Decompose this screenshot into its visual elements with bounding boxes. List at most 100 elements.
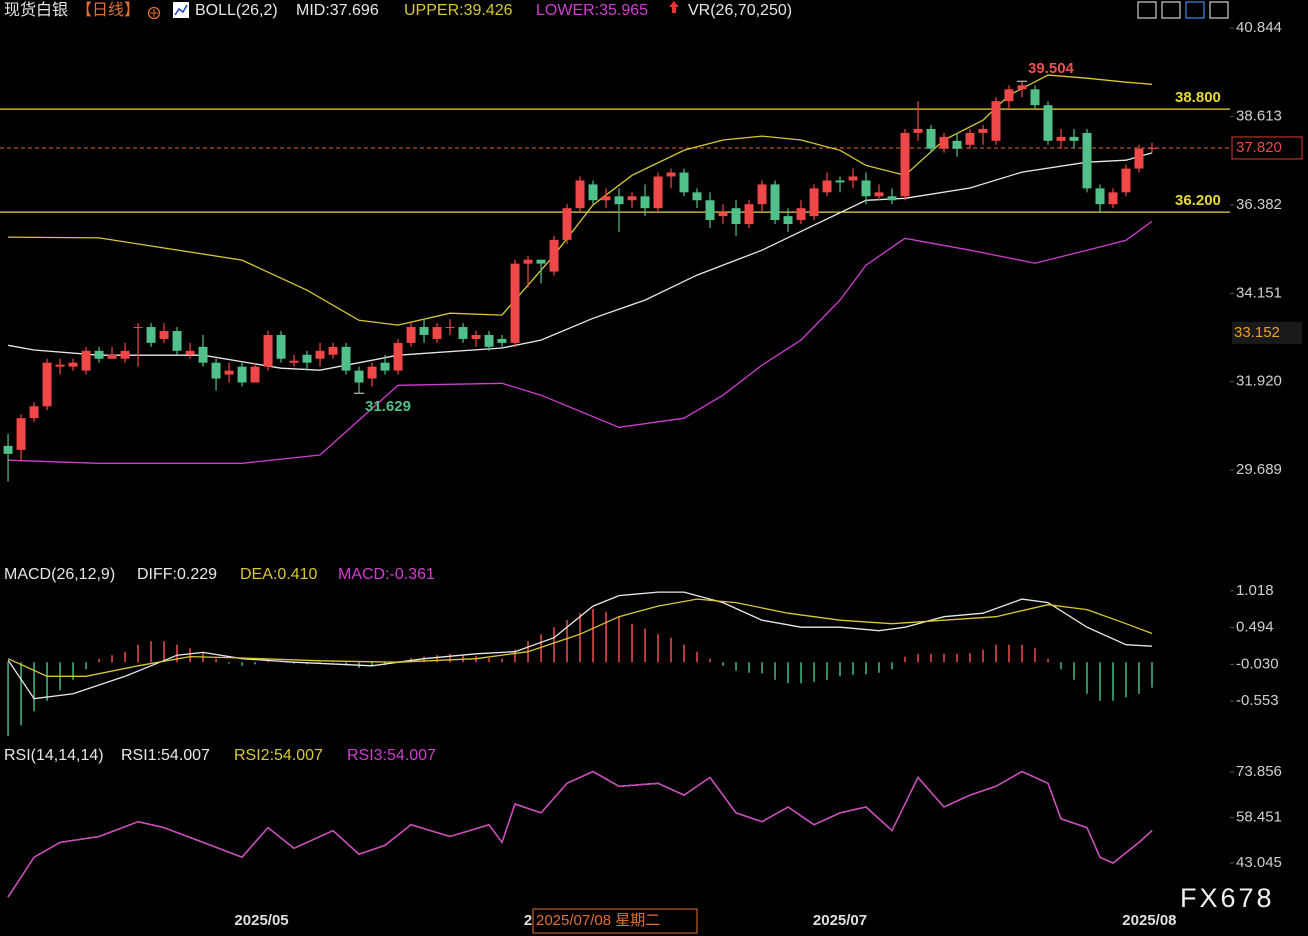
indicator-icon[interactable] bbox=[173, 2, 189, 18]
candle-body bbox=[601, 196, 611, 201]
candle-body bbox=[1147, 147, 1157, 149]
candle-body bbox=[81, 350, 91, 371]
candle-body bbox=[1056, 136, 1066, 141]
candle-body bbox=[653, 176, 663, 209]
candle-body bbox=[29, 406, 39, 419]
candle-body bbox=[783, 216, 793, 225]
candle-body bbox=[237, 366, 247, 383]
candle-body bbox=[302, 354, 312, 363]
indicator-line bbox=[7, 152, 1153, 371]
candle-body bbox=[159, 330, 169, 339]
candle-body bbox=[380, 362, 390, 371]
watermark: FX678 bbox=[1180, 883, 1275, 913]
candle-body bbox=[406, 327, 416, 343]
y-tick-label: 31.920 bbox=[1236, 373, 1282, 390]
candle-body bbox=[588, 184, 598, 201]
candle-body bbox=[1017, 85, 1027, 90]
up-arrow-icon bbox=[669, 1, 679, 13]
x-tick-label: 2025/05 bbox=[234, 912, 288, 929]
candle-body bbox=[133, 327, 143, 329]
y-tick-label: 73.856 bbox=[1236, 763, 1282, 780]
legend-entry: MACD:-0.361 bbox=[338, 566, 435, 583]
indicator-line bbox=[8, 220, 1153, 464]
candle-body bbox=[445, 327, 455, 329]
candle-body bbox=[900, 132, 910, 197]
y-tick-label: 40.844 bbox=[1236, 19, 1282, 36]
extreme-label: 39.504 bbox=[1028, 60, 1075, 77]
candle-body bbox=[991, 101, 1001, 141]
candle-body bbox=[276, 334, 286, 359]
candle-body bbox=[939, 136, 949, 149]
candle-body bbox=[1043, 105, 1053, 141]
legend-entry: MID:37.696 bbox=[296, 2, 379, 19]
y-tick-label: -0.553 bbox=[1236, 692, 1279, 709]
y-tick-label: 43.045 bbox=[1236, 854, 1282, 871]
price-tag-box bbox=[1232, 321, 1302, 344]
candle-body bbox=[705, 200, 715, 221]
x-tick-label: 2025/07 bbox=[813, 912, 867, 929]
legend-entry: RSI2:54.007 bbox=[234, 747, 323, 764]
legend-entry: DIFF:0.229 bbox=[137, 566, 217, 583]
candle-body bbox=[679, 172, 689, 193]
candle-body bbox=[1121, 168, 1131, 193]
candle-body bbox=[458, 327, 468, 339]
last-price-label: 37.820 bbox=[1236, 139, 1282, 156]
candle-body bbox=[94, 350, 104, 359]
indicator-line bbox=[7, 770, 1153, 898]
toolbar[interactable] bbox=[1137, 1, 1229, 19]
y-tick-label: 29.689 bbox=[1236, 461, 1282, 478]
y-tick-label: 58.451 bbox=[1236, 808, 1282, 825]
candle-body bbox=[549, 239, 559, 272]
candle-body bbox=[835, 180, 845, 183]
indicator-line bbox=[7, 598, 1153, 677]
candle-body bbox=[965, 132, 975, 145]
candle-body bbox=[718, 212, 728, 217]
y-tick-label: 0.494 bbox=[1236, 619, 1274, 636]
candle-body bbox=[627, 196, 637, 201]
y-tick-label: -0.030 bbox=[1236, 655, 1279, 672]
legend-entry: RSI1:54.007 bbox=[121, 747, 210, 764]
candle-body bbox=[224, 370, 234, 375]
legend-entry: LOWER:35.965 bbox=[536, 2, 648, 19]
candle-body bbox=[3, 445, 13, 454]
candle-body bbox=[289, 360, 299, 363]
candle-body bbox=[978, 128, 988, 133]
candle-body bbox=[471, 334, 481, 339]
candle-body bbox=[861, 180, 871, 197]
candle-body bbox=[211, 362, 221, 379]
candle-body bbox=[263, 334, 273, 367]
extreme-label: 31.629 bbox=[365, 398, 411, 415]
legend-entry: UPPER:39.426 bbox=[404, 2, 513, 19]
candle-body bbox=[1069, 136, 1079, 141]
candle-body bbox=[328, 346, 338, 355]
legend-entry: DEA:0.410 bbox=[240, 566, 317, 583]
candle-body bbox=[497, 338, 507, 343]
candle-body bbox=[731, 208, 741, 225]
level-label: 36.200 bbox=[1175, 192, 1221, 209]
add-icon[interactable] bbox=[147, 6, 161, 20]
candle-body bbox=[393, 342, 403, 371]
period: 【日线】 bbox=[76, 1, 140, 19]
candle-body bbox=[432, 327, 442, 339]
candle-body bbox=[55, 364, 65, 367]
candle-body bbox=[341, 346, 351, 371]
candle-body bbox=[809, 188, 819, 217]
price-tag-label: 33.152 bbox=[1234, 324, 1280, 341]
candle-body bbox=[1108, 192, 1118, 205]
candle-body bbox=[354, 370, 364, 383]
crosshair-label: 2025/07/08 星期二 bbox=[536, 912, 660, 929]
extra-indicator: VR(26,70,250) bbox=[688, 2, 792, 19]
y-tick-label: 34.151 bbox=[1236, 284, 1282, 301]
candle-body bbox=[484, 334, 494, 347]
chart-title: 现货白银 bbox=[4, 1, 68, 19]
candle-body bbox=[887, 196, 897, 201]
candle-body bbox=[419, 327, 429, 335]
y-tick-label: 38.613 bbox=[1236, 108, 1282, 125]
candle-body bbox=[666, 172, 676, 177]
candle-body bbox=[185, 350, 195, 355]
indicator-name: BOLL(26,2) bbox=[195, 2, 278, 19]
candle-body bbox=[172, 330, 182, 351]
